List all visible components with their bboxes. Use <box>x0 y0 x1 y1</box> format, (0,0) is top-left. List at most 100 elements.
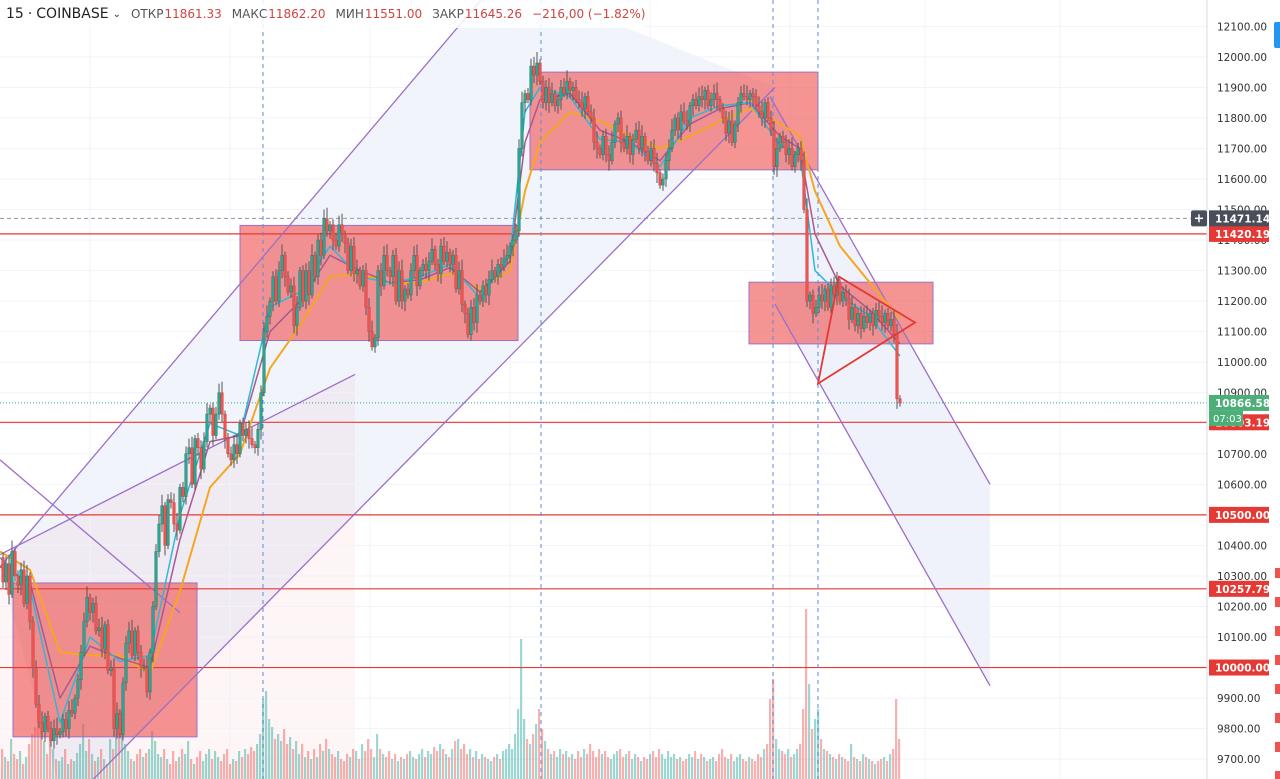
candle-body <box>745 96 749 100</box>
candle-body <box>307 270 311 296</box>
candle-body <box>94 603 98 632</box>
candle-body <box>610 142 614 161</box>
countdown-label: 07:03 <box>1213 414 1242 425</box>
volume-bar <box>838 754 841 779</box>
volume-bar <box>40 731 43 779</box>
volume-bar <box>382 754 385 779</box>
volume-bar <box>682 761 685 779</box>
price-tick-label: 10100.00 <box>1217 632 1267 644</box>
volume-bar <box>598 749 601 779</box>
volume-bar <box>847 761 850 779</box>
candle-body <box>589 111 593 119</box>
candle-body <box>268 300 272 317</box>
volume-bar <box>163 749 166 779</box>
volume-bar <box>814 719 817 779</box>
candle-body <box>625 135 629 149</box>
candle-body <box>481 285 485 302</box>
price-tick-label: 11100.00 <box>1217 327 1267 339</box>
alert-marker <box>1275 626 1280 636</box>
candle-body <box>853 306 857 326</box>
volume-bar <box>430 754 433 779</box>
price-tick-label: 10300.00 <box>1217 571 1267 583</box>
candle-body <box>514 230 518 241</box>
candle-body <box>727 120 731 134</box>
volume-bar <box>70 759 73 779</box>
volume-bar <box>433 747 436 779</box>
candle-body <box>451 255 455 265</box>
candle-body <box>127 630 131 644</box>
chevron-down-icon[interactable]: ⌄ <box>112 8 121 20</box>
candle-body <box>370 331 374 348</box>
volume-bar <box>586 754 589 779</box>
volume-bar <box>595 757 598 779</box>
volume-bar <box>253 751 256 779</box>
candle-body <box>373 337 377 348</box>
volume-bar <box>427 751 430 779</box>
volume-bar <box>733 761 736 779</box>
candle-body <box>445 252 449 262</box>
volume-bar <box>796 749 799 779</box>
candle-body <box>877 310 881 317</box>
volume-bar <box>661 754 664 779</box>
candle-body <box>898 398 902 404</box>
candle-body <box>493 270 497 277</box>
candle-body <box>337 224 341 247</box>
candle-body <box>427 261 431 271</box>
volume-bar <box>751 759 754 779</box>
candle-body <box>490 270 494 281</box>
candle-body <box>847 297 851 320</box>
volume-bar <box>667 751 670 779</box>
volume-bar <box>310 759 313 779</box>
high-label: МАКС <box>231 7 268 21</box>
candle-body <box>88 597 92 613</box>
candle-body <box>814 306 818 314</box>
volume-bar <box>439 744 442 779</box>
volume-bar <box>337 751 340 779</box>
volume-bar <box>508 744 511 779</box>
volume-bar <box>268 719 271 779</box>
volume-bar <box>220 761 223 779</box>
volume-bar <box>700 754 703 779</box>
volume-bar <box>208 749 211 779</box>
candle-body <box>562 87 566 94</box>
candle-body <box>511 239 515 247</box>
volume-bar <box>13 754 16 779</box>
candle-body <box>97 627 101 632</box>
candle-body <box>574 87 578 100</box>
candle-body <box>265 316 269 332</box>
current-price-tag: 10866.58 <box>1215 398 1270 410</box>
candle-body <box>499 264 503 268</box>
side-panel-toggle[interactable] <box>1274 22 1280 48</box>
volume-bar <box>520 639 523 779</box>
volume-bar <box>781 751 784 779</box>
interval-label[interactable]: 15 <box>6 6 24 22</box>
volume-bar <box>463 744 466 779</box>
symbol-selector[interactable]: 15 · COINBASE ⌄ <box>6 6 121 22</box>
candle-body <box>865 316 869 323</box>
volume-bar <box>514 734 517 779</box>
volume-bar <box>787 749 790 779</box>
volume-bar <box>454 741 457 779</box>
volume-bar <box>892 749 895 779</box>
symbol-name[interactable]: COINBASE <box>36 6 109 22</box>
candle-body <box>46 716 50 729</box>
volume-bar <box>724 757 727 779</box>
volume-bar <box>793 754 796 779</box>
volume-bar <box>169 764 172 779</box>
volume-bar <box>544 741 547 779</box>
candle-body <box>523 93 527 103</box>
volume-bar <box>721 749 724 779</box>
candle-body <box>178 487 182 531</box>
candle-body <box>682 111 686 122</box>
volume-bar <box>358 759 361 779</box>
candle-body <box>442 245 446 262</box>
volume-bar <box>580 757 583 779</box>
volume-bar <box>484 757 487 779</box>
price-tick-label: 11200.00 <box>1217 296 1267 308</box>
candle-body <box>502 258 506 268</box>
candle-body <box>91 603 95 613</box>
candle-body <box>295 306 299 326</box>
volume-bar <box>424 757 427 779</box>
volume-bar <box>469 749 472 779</box>
